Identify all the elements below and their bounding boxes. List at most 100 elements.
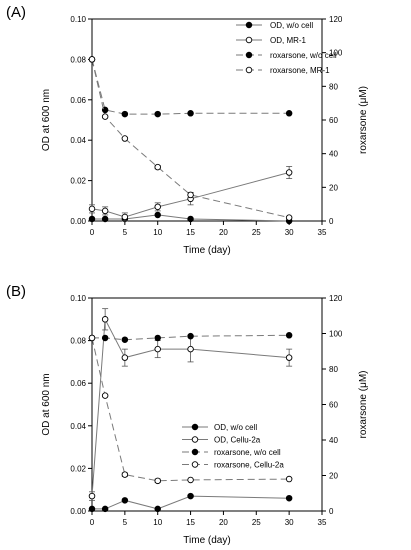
y-right-tick-label: 0 bbox=[329, 217, 334, 226]
panel-label: (B) bbox=[6, 283, 26, 300]
series-line bbox=[92, 334, 290, 341]
data-point bbox=[121, 497, 129, 504]
x-tick-label: 5 bbox=[123, 518, 128, 527]
data-point bbox=[187, 110, 194, 117]
data-point bbox=[121, 336, 129, 343]
y-left-tick-label: 0.10 bbox=[70, 15, 86, 24]
y-left-tick-label: 0.08 bbox=[70, 55, 86, 64]
x-tick-label: 15 bbox=[186, 228, 195, 237]
data-point bbox=[101, 207, 109, 215]
legend-entry: roxarsone, w/o cell bbox=[214, 448, 281, 457]
data-point bbox=[88, 205, 96, 213]
y-right-tick-label: 40 bbox=[329, 436, 338, 445]
y-left-axis-label: OD at 600 nm bbox=[41, 89, 52, 151]
data-point bbox=[154, 334, 161, 342]
data-point bbox=[88, 492, 96, 500]
y-left-tick-label: 0.00 bbox=[70, 217, 86, 226]
y-right-tick-label: 0 bbox=[329, 507, 334, 516]
x-tick-label: 20 bbox=[219, 228, 228, 237]
series-4 bbox=[88, 56, 293, 221]
series-line bbox=[91, 59, 290, 219]
data-point bbox=[154, 345, 161, 353]
chart-panel-2: (B) 0 5 10 15 20 25 30 35 0.00 0.02 0.04 0.06 0.08 0.1… bbox=[6, 283, 369, 546]
data-point bbox=[285, 494, 293, 502]
data-point bbox=[101, 334, 109, 342]
series-4 bbox=[88, 334, 293, 485]
series-line bbox=[91, 337, 290, 482]
y-left-tick-label: 0.00 bbox=[70, 507, 86, 516]
data-point bbox=[154, 110, 161, 118]
legend-marker bbox=[245, 66, 253, 74]
data-point bbox=[187, 476, 194, 484]
data-point bbox=[187, 332, 194, 340]
data-point bbox=[88, 215, 96, 223]
series-2 bbox=[88, 166, 293, 222]
legend-entry: roxarsone, w/o cell bbox=[270, 51, 337, 60]
y-left-tick-label: 0.02 bbox=[70, 177, 86, 186]
data-point bbox=[154, 505, 161, 513]
x-tick-label: 5 bbox=[123, 228, 128, 237]
data-point bbox=[88, 505, 96, 513]
y-left-tick-label: 0.08 bbox=[70, 337, 86, 346]
data-point bbox=[121, 135, 129, 142]
data-point bbox=[101, 215, 109, 223]
legend-marker bbox=[191, 448, 199, 456]
y-right-tick-label: 20 bbox=[329, 183, 338, 192]
data-point bbox=[285, 169, 293, 176]
series-1 bbox=[88, 492, 293, 513]
x-tick-label: 30 bbox=[285, 518, 294, 527]
legend: OD, w/o cell OD, MR-1 roxarsone, w/o cell r… bbox=[236, 21, 337, 75]
y-left-tick-label: 0.04 bbox=[70, 422, 86, 431]
data-point bbox=[154, 163, 161, 171]
plot-frame bbox=[91, 18, 323, 222]
y-right-tick-label: 120 bbox=[329, 15, 343, 24]
series-line bbox=[91, 317, 290, 497]
legend-entry: OD, MR-1 bbox=[270, 36, 307, 45]
data-point bbox=[101, 316, 109, 323]
legend-marker bbox=[191, 461, 199, 468]
y-right-tick-label: 20 bbox=[329, 472, 338, 481]
y-left-tick-label: 0.10 bbox=[70, 294, 86, 303]
legend-marker bbox=[245, 36, 253, 44]
x-axis-label: Time (day) bbox=[183, 535, 230, 546]
data-point bbox=[285, 110, 293, 117]
legend-marker bbox=[191, 423, 199, 431]
y-right-axis-label: roxarsone (μM) bbox=[358, 86, 369, 154]
legend-entry: roxarsone, Cellu-2a bbox=[214, 461, 284, 470]
legend-entry: roxarsone, MR-1 bbox=[270, 66, 330, 75]
y-right-tick-label: 120 bbox=[329, 294, 343, 303]
data-point bbox=[154, 203, 161, 211]
legend-entry: OD, w/o cell bbox=[214, 423, 257, 432]
data-point bbox=[187, 191, 194, 199]
y-right-tick-label: 100 bbox=[329, 49, 343, 58]
series-2 bbox=[88, 308, 293, 501]
series-3 bbox=[88, 332, 293, 343]
data-point bbox=[285, 214, 293, 221]
data-point bbox=[154, 477, 161, 485]
data-point bbox=[101, 392, 109, 399]
legend-entry: OD, w/o cell bbox=[270, 21, 313, 30]
data-point bbox=[187, 492, 194, 500]
y-right-tick-label: 100 bbox=[329, 330, 343, 339]
data-point bbox=[101, 113, 109, 120]
x-tick-label: 15 bbox=[186, 518, 195, 527]
x-tick-label: 35 bbox=[318, 228, 327, 237]
x-tick-label: 10 bbox=[153, 518, 162, 527]
legend-marker bbox=[191, 436, 199, 443]
data-point bbox=[154, 211, 161, 219]
x-tick-label: 25 bbox=[252, 228, 261, 237]
x-tick-label: 10 bbox=[153, 228, 162, 237]
y-right-axis-label: roxarsone (μM) bbox=[358, 371, 369, 439]
data-point bbox=[187, 345, 194, 353]
x-axis-label: Time (day) bbox=[183, 245, 230, 256]
data-point bbox=[88, 334, 96, 342]
y-left-axis-label: OD at 600 nm bbox=[41, 373, 52, 435]
y-right-tick-label: 60 bbox=[329, 401, 338, 410]
legend-marker bbox=[245, 51, 253, 59]
legend-marker bbox=[245, 21, 253, 29]
series-line bbox=[91, 59, 290, 115]
series-1 bbox=[88, 211, 293, 225]
y-right-tick-label: 80 bbox=[329, 365, 338, 374]
x-tick-label: 0 bbox=[90, 518, 95, 527]
